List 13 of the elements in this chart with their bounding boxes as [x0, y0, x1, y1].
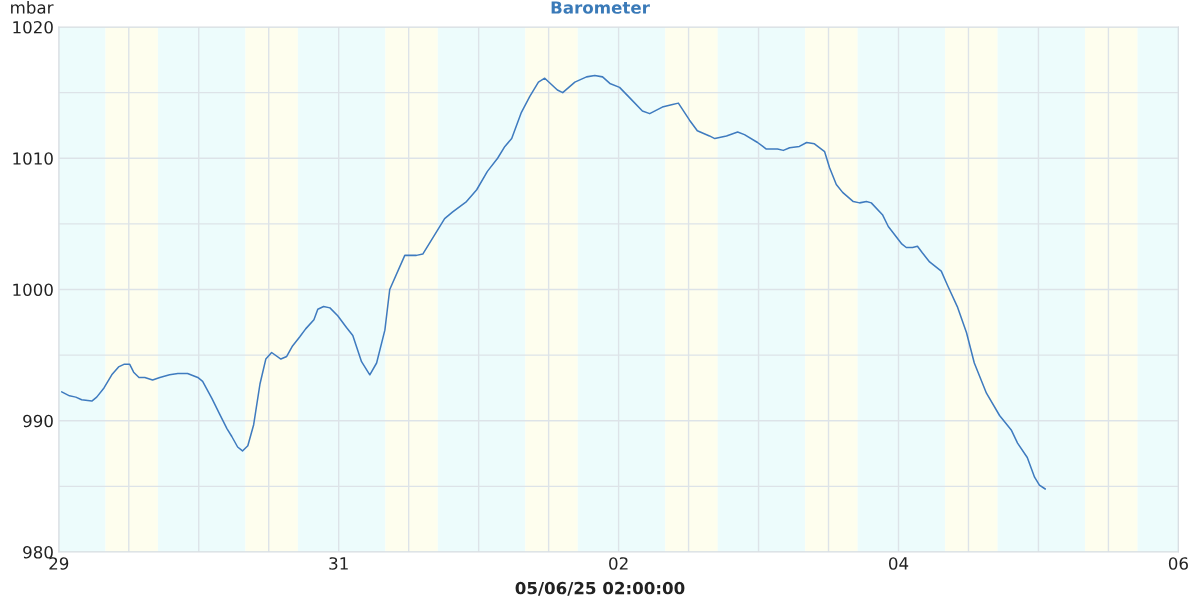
y-tick-label: 1020 — [13, 20, 53, 34]
x-tick-label: 02 — [609, 557, 628, 570]
y-tick-label: 1010 — [13, 152, 53, 165]
x-tick-label: 06 — [1168, 557, 1188, 570]
y-axis-title: mbar — [11, 0, 54, 14]
y-tick-label: 1000 — [13, 283, 53, 297]
x-tick-label: 04 — [888, 557, 909, 570]
text: 05/06/25 02:00:00 — [515, 581, 685, 596]
chart-title: Barometer — [551, 1, 650, 14]
x-tick-label: 29 — [49, 557, 69, 570]
x-tick-label: 31 — [329, 557, 348, 570]
y-tick-label: 990 — [23, 414, 53, 428]
y-tick-label: 980 — [23, 545, 53, 559]
